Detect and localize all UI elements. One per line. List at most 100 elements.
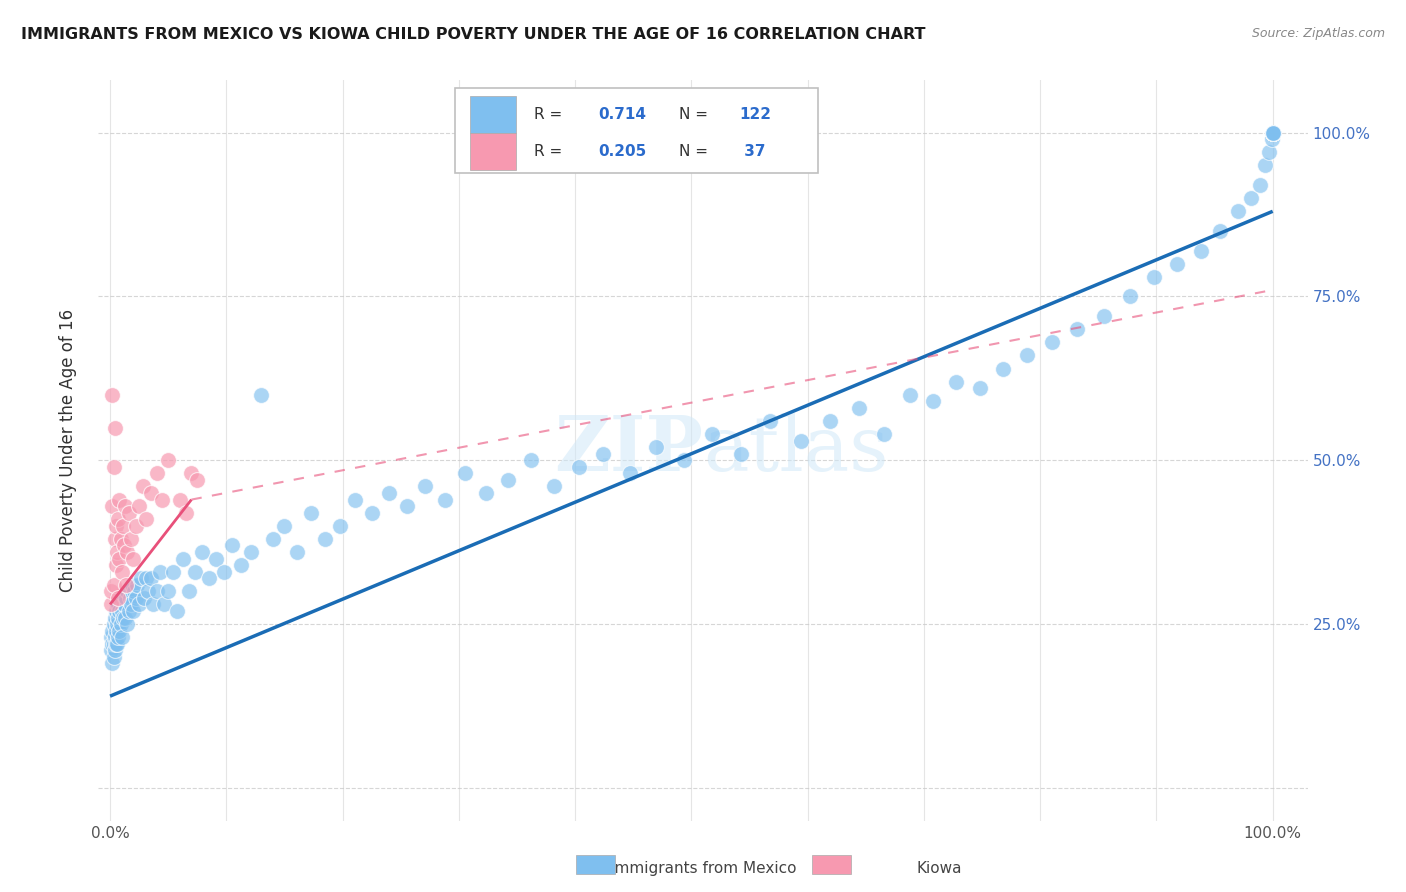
Point — [101, 624, 124, 638]
Point — [103, 637, 125, 651]
Point — [107, 610, 129, 624]
Point — [520, 453, 543, 467]
Point — [111, 565, 134, 579]
Text: Source: ZipAtlas.com: Source: ZipAtlas.com — [1251, 27, 1385, 40]
Point — [198, 571, 221, 585]
Point — [100, 598, 122, 612]
Point — [205, 551, 228, 566]
Point — [1261, 126, 1284, 140]
Point — [898, 388, 921, 402]
Point — [231, 558, 253, 573]
Point — [453, 467, 475, 481]
Point — [105, 598, 128, 612]
Point — [543, 479, 565, 493]
Point — [1261, 126, 1284, 140]
Point — [135, 512, 157, 526]
Text: N =: N = — [679, 107, 713, 122]
Point — [673, 453, 696, 467]
Point — [104, 532, 127, 546]
Point — [125, 578, 148, 592]
Point — [162, 565, 184, 579]
Point — [1017, 348, 1039, 362]
Point — [186, 473, 208, 487]
Point — [180, 467, 202, 481]
FancyBboxPatch shape — [470, 96, 516, 134]
Point — [111, 518, 134, 533]
Point — [104, 610, 127, 624]
Point — [184, 565, 207, 579]
Point — [212, 565, 235, 579]
Point — [174, 506, 197, 520]
Point — [138, 584, 160, 599]
Point — [1239, 191, 1261, 205]
Point — [122, 604, 145, 618]
Text: R =: R = — [534, 107, 567, 122]
Point — [115, 591, 138, 605]
Point — [730, 447, 752, 461]
Point — [1209, 224, 1232, 238]
FancyBboxPatch shape — [456, 87, 818, 173]
Point — [101, 657, 124, 671]
Point — [145, 467, 167, 481]
Point — [112, 539, 135, 553]
Point — [1249, 178, 1271, 193]
Text: ZIP: ZIP — [554, 414, 703, 487]
Point — [139, 571, 162, 585]
Point — [285, 545, 308, 559]
Point — [239, 545, 262, 559]
Point — [105, 637, 128, 651]
Point — [1226, 204, 1249, 219]
Point — [100, 643, 122, 657]
Point — [110, 532, 132, 546]
Point — [991, 361, 1014, 376]
Point — [131, 571, 153, 585]
Point — [108, 492, 131, 507]
Point — [118, 591, 141, 605]
Point — [360, 506, 382, 520]
Text: N =: N = — [679, 144, 713, 159]
Point — [118, 604, 141, 618]
Point — [1261, 126, 1284, 140]
Point — [131, 479, 153, 493]
Point — [221, 539, 243, 553]
Point — [413, 479, 436, 493]
Point — [873, 427, 896, 442]
Point — [592, 447, 614, 461]
Point — [104, 643, 127, 657]
Point — [759, 414, 782, 428]
Point — [191, 545, 214, 559]
Point — [157, 453, 180, 467]
Point — [344, 492, 367, 507]
Point — [474, 486, 496, 500]
Point — [150, 492, 173, 507]
Point — [107, 512, 129, 526]
Point — [1118, 289, 1140, 303]
Point — [101, 499, 124, 513]
Point — [179, 584, 201, 599]
Point — [152, 598, 174, 612]
Point — [103, 649, 125, 664]
Point — [172, 551, 194, 566]
Point — [496, 473, 519, 487]
Point — [120, 598, 142, 612]
Point — [117, 545, 139, 559]
Point — [115, 578, 138, 592]
Point — [1261, 126, 1284, 140]
Text: Immigrants from Mexico: Immigrants from Mexico — [610, 862, 796, 876]
Point — [111, 630, 134, 644]
Point — [105, 617, 128, 632]
FancyBboxPatch shape — [811, 855, 851, 874]
Point — [969, 381, 991, 395]
Point — [103, 578, 125, 592]
Point — [619, 467, 641, 481]
Point — [107, 630, 129, 644]
Point — [108, 624, 131, 638]
Point — [104, 630, 127, 644]
Y-axis label: Child Poverty Under the Age of 16: Child Poverty Under the Age of 16 — [59, 309, 77, 592]
Point — [101, 388, 124, 402]
Point — [104, 420, 127, 434]
Point — [103, 459, 125, 474]
Point — [848, 401, 870, 415]
Point — [157, 584, 180, 599]
Text: 0.205: 0.205 — [598, 144, 645, 159]
